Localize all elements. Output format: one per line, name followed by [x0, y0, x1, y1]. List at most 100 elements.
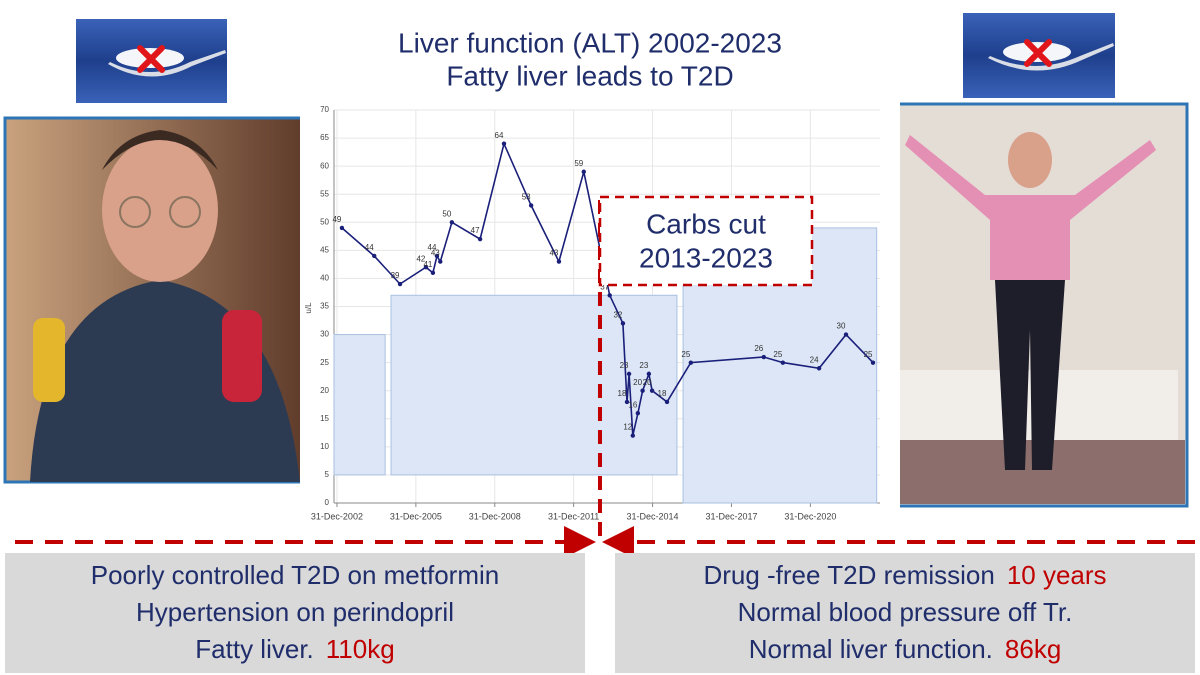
y-tick-label: 20	[320, 386, 329, 395]
data-label: 47	[471, 226, 480, 235]
data-label: 12	[623, 423, 632, 432]
annotation-box	[598, 195, 814, 287]
y-tick-label: 10	[320, 442, 329, 451]
data-point	[423, 265, 429, 270]
data-label: 24	[810, 355, 819, 364]
box-line: Normal liver function. 86kg	[749, 634, 1062, 664]
x-tick-label: 31-Dec-2005	[390, 511, 442, 521]
y-tick-label: 65	[320, 133, 329, 142]
x-tick-label: 31-Dec-2011	[548, 511, 599, 521]
box-line: Normal blood pressure off Tr.	[738, 597, 1073, 627]
box-highlight: 10 years	[1007, 560, 1107, 590]
data-label: 42	[416, 254, 425, 263]
y-tick-label: 60	[320, 161, 329, 170]
y-tick-label: 30	[320, 330, 329, 339]
data-label: 32	[613, 310, 622, 319]
data-label: 43	[549, 249, 558, 258]
data-point	[397, 281, 403, 287]
data-label: 37	[600, 282, 609, 291]
y-axis-label: u/L	[304, 302, 313, 314]
data-label: 41	[423, 260, 432, 269]
data-point	[649, 388, 655, 393]
data-label: 43	[431, 249, 440, 258]
data-label: 53	[522, 193, 531, 202]
box-texts: Poorly controlled T2D on metformin Hypert…	[91, 560, 1107, 664]
data-label: 44	[428, 243, 437, 252]
box-text: Fatty liver.	[195, 634, 313, 664]
data-point	[626, 371, 632, 377]
y-tick-label: 35	[320, 302, 329, 311]
box-text: Poorly controlled T2D on metformin	[91, 560, 499, 590]
y-tick-label: 0	[325, 498, 330, 507]
x-tick-label: 31-Dec-2002	[311, 511, 363, 521]
x-tick-label: 31-Dec-2017	[705, 511, 757, 521]
box-highlight: 110kg	[326, 634, 395, 664]
data-label: 39	[391, 271, 400, 280]
annotation-text: 2013-2023	[639, 242, 773, 273]
data-label: 64	[495, 131, 504, 140]
chart-title: Fatty liver leads to T2D	[446, 60, 733, 91]
data-point	[870, 360, 876, 365]
data-label: 25	[864, 350, 873, 359]
data-point	[780, 360, 786, 365]
after-box	[615, 553, 1195, 673]
data-point	[630, 433, 636, 438]
shaded-region	[333, 334, 386, 476]
photo-after	[879, 102, 1189, 508]
data-label: 49	[332, 215, 341, 224]
data-point	[528, 203, 534, 208]
data-point	[581, 169, 586, 174]
data-point	[635, 410, 641, 416]
box-line: Drug -free T2D remission 10 years	[703, 560, 1106, 590]
data-label: 18	[618, 389, 627, 398]
sugar-icon-right	[963, 13, 1115, 98]
box-line: Hypertension on perindopril	[136, 597, 454, 627]
data-point	[607, 293, 612, 298]
data-label: 23	[639, 361, 648, 370]
box-text: Normal blood pressure off Tr.	[738, 597, 1073, 627]
data-point	[501, 141, 507, 146]
data-label: 20	[633, 378, 642, 387]
data-label: 16	[628, 400, 637, 409]
data-point	[449, 220, 455, 225]
y-tick-label: 55	[320, 189, 329, 198]
box-text: Hypertension on perindopril	[136, 597, 454, 627]
chart-title: Liver function (ALT) 2002-2023	[398, 27, 782, 58]
y-tick-label: 15	[320, 414, 329, 423]
data-label: 59	[574, 159, 583, 168]
y-tick-label: 25	[320, 358, 329, 367]
data-point	[640, 388, 645, 393]
x-tick-label: 31-Dec-2020	[784, 511, 836, 521]
data-point	[816, 366, 822, 371]
data-point	[438, 259, 443, 264]
data-point	[688, 360, 694, 365]
y-tick-label: 5	[325, 470, 330, 479]
x-tick-label: 31-Dec-2008	[469, 511, 521, 521]
data-point	[664, 399, 670, 405]
data-point	[477, 236, 483, 242]
data-label: 26	[754, 344, 763, 353]
data-label: 50	[442, 209, 451, 218]
data-label: 20	[643, 378, 652, 387]
data-point	[339, 225, 345, 231]
box-line: Poorly controlled T2D on metformin	[91, 560, 499, 590]
data-label: 23	[620, 361, 629, 370]
annotation-text: Carbs cut	[646, 208, 766, 239]
data-point	[761, 354, 766, 360]
box-line: Fatty liver. 110kg	[195, 634, 394, 664]
box-text: Normal liver function.	[749, 634, 993, 664]
y-tick-label: 70	[320, 105, 329, 114]
x-tick-label: 31-Dec-2014	[627, 511, 679, 521]
data-label: 25	[681, 350, 690, 359]
data-point	[434, 253, 440, 259]
y-tick-label: 45	[320, 245, 329, 254]
photo-before	[3, 116, 309, 484]
data-point	[624, 399, 630, 405]
data-point	[556, 259, 562, 264]
data-label: 18	[658, 389, 667, 398]
data-label: 44	[365, 243, 374, 252]
y-tick-label: 40	[320, 274, 329, 283]
data-point	[843, 332, 849, 337]
before-box	[5, 553, 585, 673]
